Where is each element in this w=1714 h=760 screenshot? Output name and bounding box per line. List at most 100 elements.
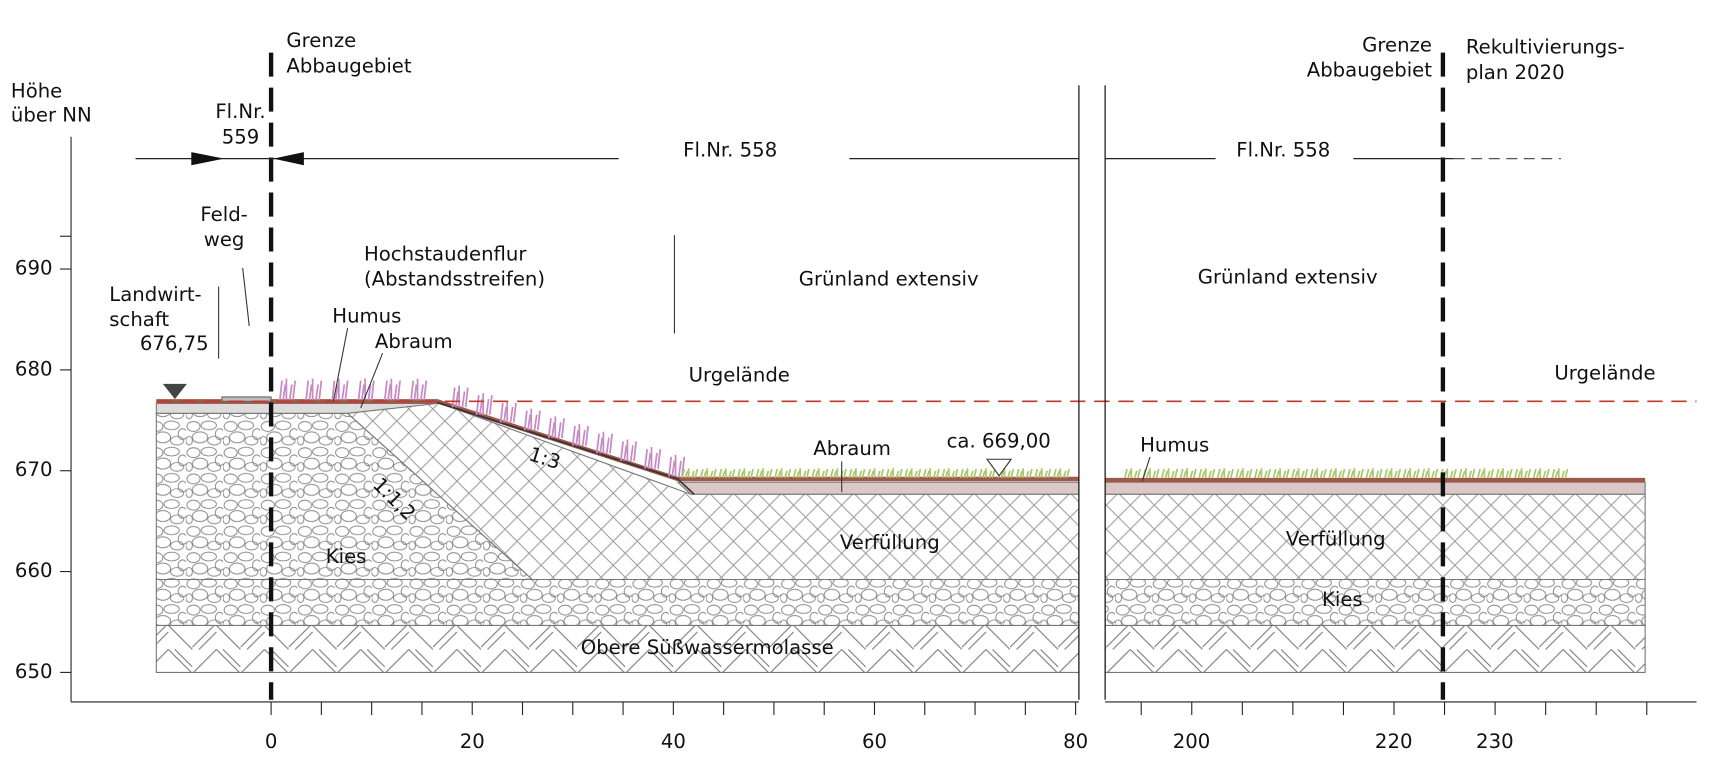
x-tick-label: 40: [661, 730, 686, 753]
plant: [792, 468, 810, 479]
plant: [1015, 468, 1033, 479]
label: Kies: [1322, 588, 1363, 611]
y-tick-label: 690: [15, 257, 53, 280]
plant: [1254, 468, 1272, 479]
plant: [1551, 468, 1569, 479]
plant: [978, 468, 996, 479]
plant: [499, 400, 517, 423]
plant: [959, 468, 977, 479]
plant: [1421, 468, 1439, 479]
x-tick-label: 60: [862, 730, 887, 753]
label: Abbaugebiet: [1307, 59, 1433, 82]
plant: [1365, 468, 1383, 479]
label: weg: [204, 228, 245, 251]
x-tick-label: 200: [1173, 730, 1211, 753]
y-tick-label: 670: [15, 458, 53, 481]
kies: [155, 578, 1080, 626]
leader-line: [1141, 456, 1151, 482]
plant: [1291, 468, 1309, 479]
label: ca. 669,00: [947, 429, 1051, 452]
plant: [383, 378, 401, 401]
y-tick-label: 650: [15, 660, 53, 683]
plant: [1179, 468, 1197, 479]
label: 559: [222, 125, 260, 148]
plant: [571, 424, 589, 446]
label: Grünland extensiv: [1198, 265, 1378, 288]
plant: [451, 385, 469, 408]
plant: [941, 468, 959, 479]
plant: [1198, 468, 1216, 479]
level-marker: [986, 458, 1013, 477]
x-tick-label: 80: [1063, 730, 1088, 753]
plant: [278, 378, 297, 401]
plant: [475, 393, 493, 416]
plant: [829, 468, 847, 479]
leader-line: [332, 327, 349, 402]
plant: [922, 468, 940, 479]
arrow: [273, 152, 304, 166]
plant: [699, 468, 717, 479]
abraum: [676, 481, 1080, 495]
label: Urgelände: [1554, 361, 1655, 384]
plant: [1402, 468, 1420, 479]
abraum: [1104, 481, 1646, 495]
road: [221, 396, 272, 402]
plant: [1123, 468, 1141, 479]
label: schaft: [109, 308, 169, 331]
label: Hochstaudenflur: [364, 242, 527, 265]
leader-line: [360, 353, 384, 409]
plant: [1495, 468, 1513, 479]
x-tick-label: 220: [1375, 730, 1413, 753]
label: Kies: [326, 545, 367, 568]
molasse: [1104, 624, 1646, 673]
slope-line: [436, 401, 695, 495]
plant: [811, 468, 829, 479]
label: Feld-: [200, 203, 247, 226]
plant: [1309, 468, 1327, 479]
label: Abraum: [375, 330, 453, 353]
y-tick-label: 680: [15, 357, 53, 380]
label: Grenze: [1362, 34, 1432, 57]
plant: [1458, 468, 1476, 479]
plant: [1384, 468, 1402, 479]
label: Humus: [1140, 434, 1209, 457]
leader-line: [242, 267, 250, 326]
label: (Abstandsstreifen): [364, 267, 545, 290]
plant: [1328, 468, 1346, 479]
label: Grenze: [286, 29, 356, 52]
label: Rekultivierungs-: [1466, 36, 1625, 59]
y-axis-title: Höhe: [11, 79, 62, 102]
plant: [755, 468, 773, 479]
label: Fl.Nr. 558: [1236, 138, 1330, 161]
label: 676,75: [140, 332, 209, 355]
plant: [410, 378, 428, 401]
plant: [1532, 468, 1550, 479]
plant: [331, 378, 349, 401]
label: Humus: [332, 305, 401, 328]
plant: [1514, 468, 1532, 479]
plant: [547, 416, 565, 439]
plant: [774, 468, 792, 479]
plant: [867, 468, 885, 479]
y-tick-label: 660: [15, 559, 53, 582]
label: plan 2020: [1466, 61, 1565, 84]
plant: [1216, 468, 1234, 479]
plant: [620, 439, 638, 462]
plant: [848, 468, 866, 479]
plant: [644, 447, 662, 469]
plant: [1235, 468, 1253, 479]
plant: [1052, 468, 1070, 479]
label: Fl.Nr. 558: [683, 138, 777, 161]
label: Landwirt-: [109, 283, 201, 306]
plant: [595, 431, 614, 454]
label: Abbaugebiet: [286, 54, 412, 77]
y-axis-title: über NN: [11, 104, 92, 127]
plant: [1034, 468, 1052, 479]
plant: [904, 468, 922, 479]
plant: [1346, 468, 1364, 479]
plant: [1161, 468, 1179, 479]
arrow: [191, 152, 225, 166]
label: Obere Süßwassermolasse: [581, 636, 834, 659]
label: Grünland extensiv: [799, 267, 979, 290]
